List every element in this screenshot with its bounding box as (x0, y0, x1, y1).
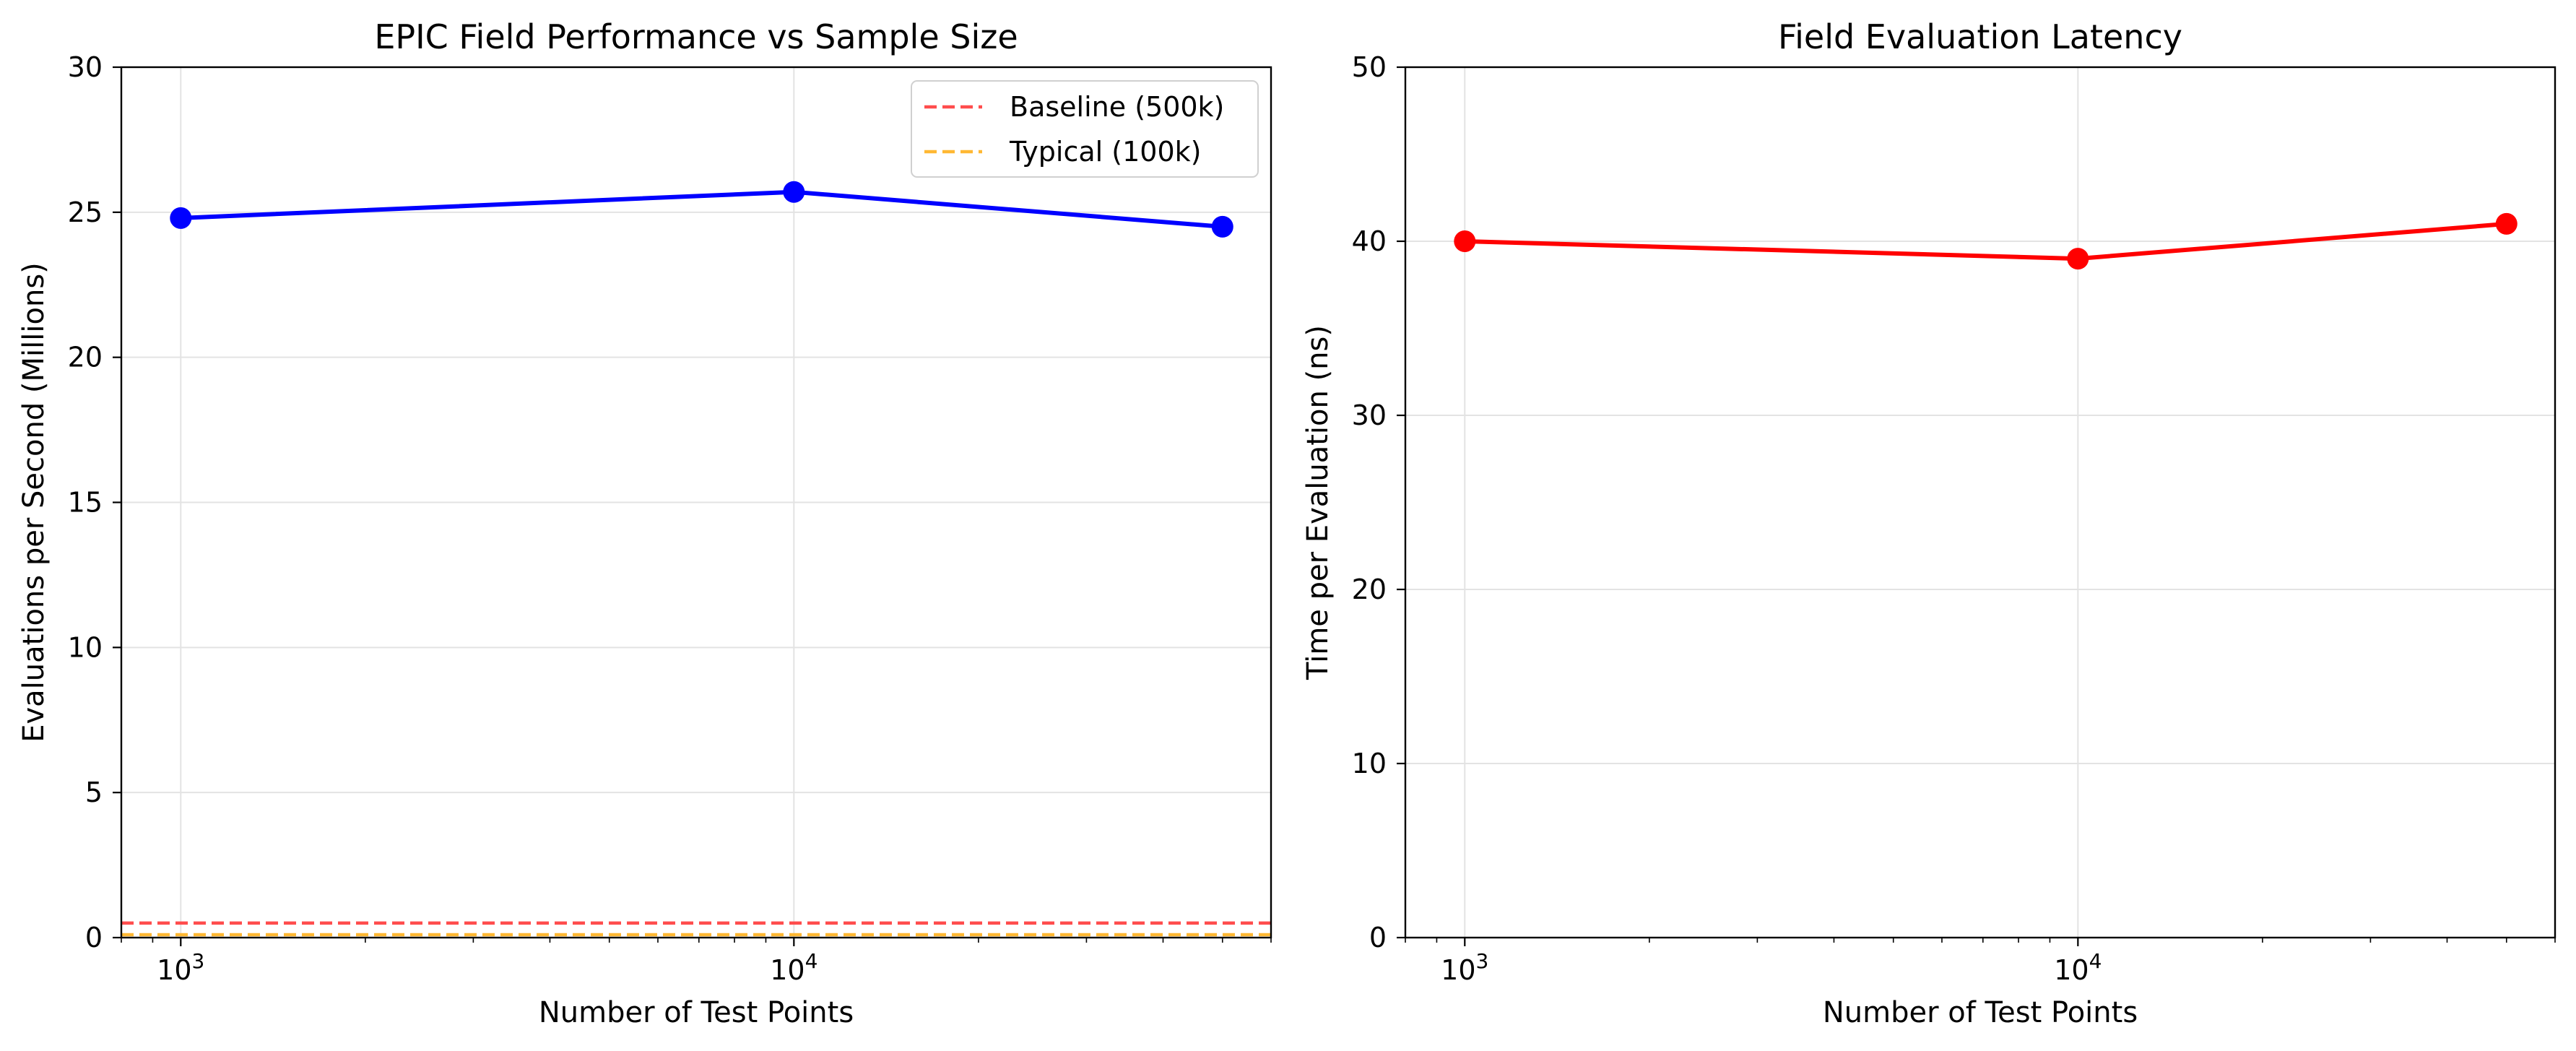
legend-label: Typical (100k) (1009, 136, 1201, 168)
y-tick-label: 30 (1352, 399, 1387, 431)
y-tick-label: 25 (68, 196, 103, 228)
axes-frame (1404, 66, 2557, 939)
series-line (181, 189, 1223, 229)
y-tick-label: 10 (68, 631, 103, 663)
y-tick-label: 20 (68, 342, 103, 373)
chart-panel-2: 0 10 20 30 40 50 103 104 Field Evaluation Latenc… (1301, 17, 2557, 1029)
y-axis-label: Evaluations per Second (Millions) (17, 262, 51, 743)
y-tick-label: 5 (85, 777, 103, 808)
chart-panel-1: 0 5 10 15 20 25 30 103 104 EPIC Field Performance… (17, 17, 1272, 1029)
y-tick-label: 50 (1352, 51, 1387, 83)
x-axis-label: Number of Test Points (539, 996, 854, 1029)
y-tick-label: 0 (85, 922, 103, 953)
legend-label: Baseline (500k) (1010, 91, 1224, 123)
y-axis-label: Time per Evaluation (ns) (1301, 325, 1335, 680)
y-tick-label: 15 (68, 487, 103, 519)
legend: Baseline (500k) Typical (100k) (911, 80, 1259, 178)
y-tick-label: 40 (1352, 225, 1387, 257)
x-tick-label: 104 (2054, 949, 2102, 986)
data-point (170, 207, 192, 229)
axes-frame (120, 66, 1272, 939)
y-tick-label: 20 (1352, 574, 1387, 605)
data-point (1211, 215, 1233, 238)
data-point (2067, 248, 2089, 270)
y-tick-label: 30 (68, 51, 103, 83)
data-point (2495, 212, 2518, 235)
y-tick-label: 0 (1369, 922, 1387, 953)
legend-box (911, 80, 1259, 178)
y-tick-label: 10 (1352, 748, 1387, 779)
data-point (783, 181, 805, 203)
x-tick-label: 103 (157, 949, 204, 986)
x-tick-label: 104 (770, 949, 818, 986)
x-axis-label: Number of Test Points (1823, 996, 2138, 1029)
chart-title: EPIC Field Performance vs Sample Size (374, 17, 1018, 56)
chart-title: Field Evaluation Latency (1778, 17, 2182, 56)
data-point (1454, 230, 1476, 252)
x-tick-label: 103 (1441, 949, 1488, 986)
